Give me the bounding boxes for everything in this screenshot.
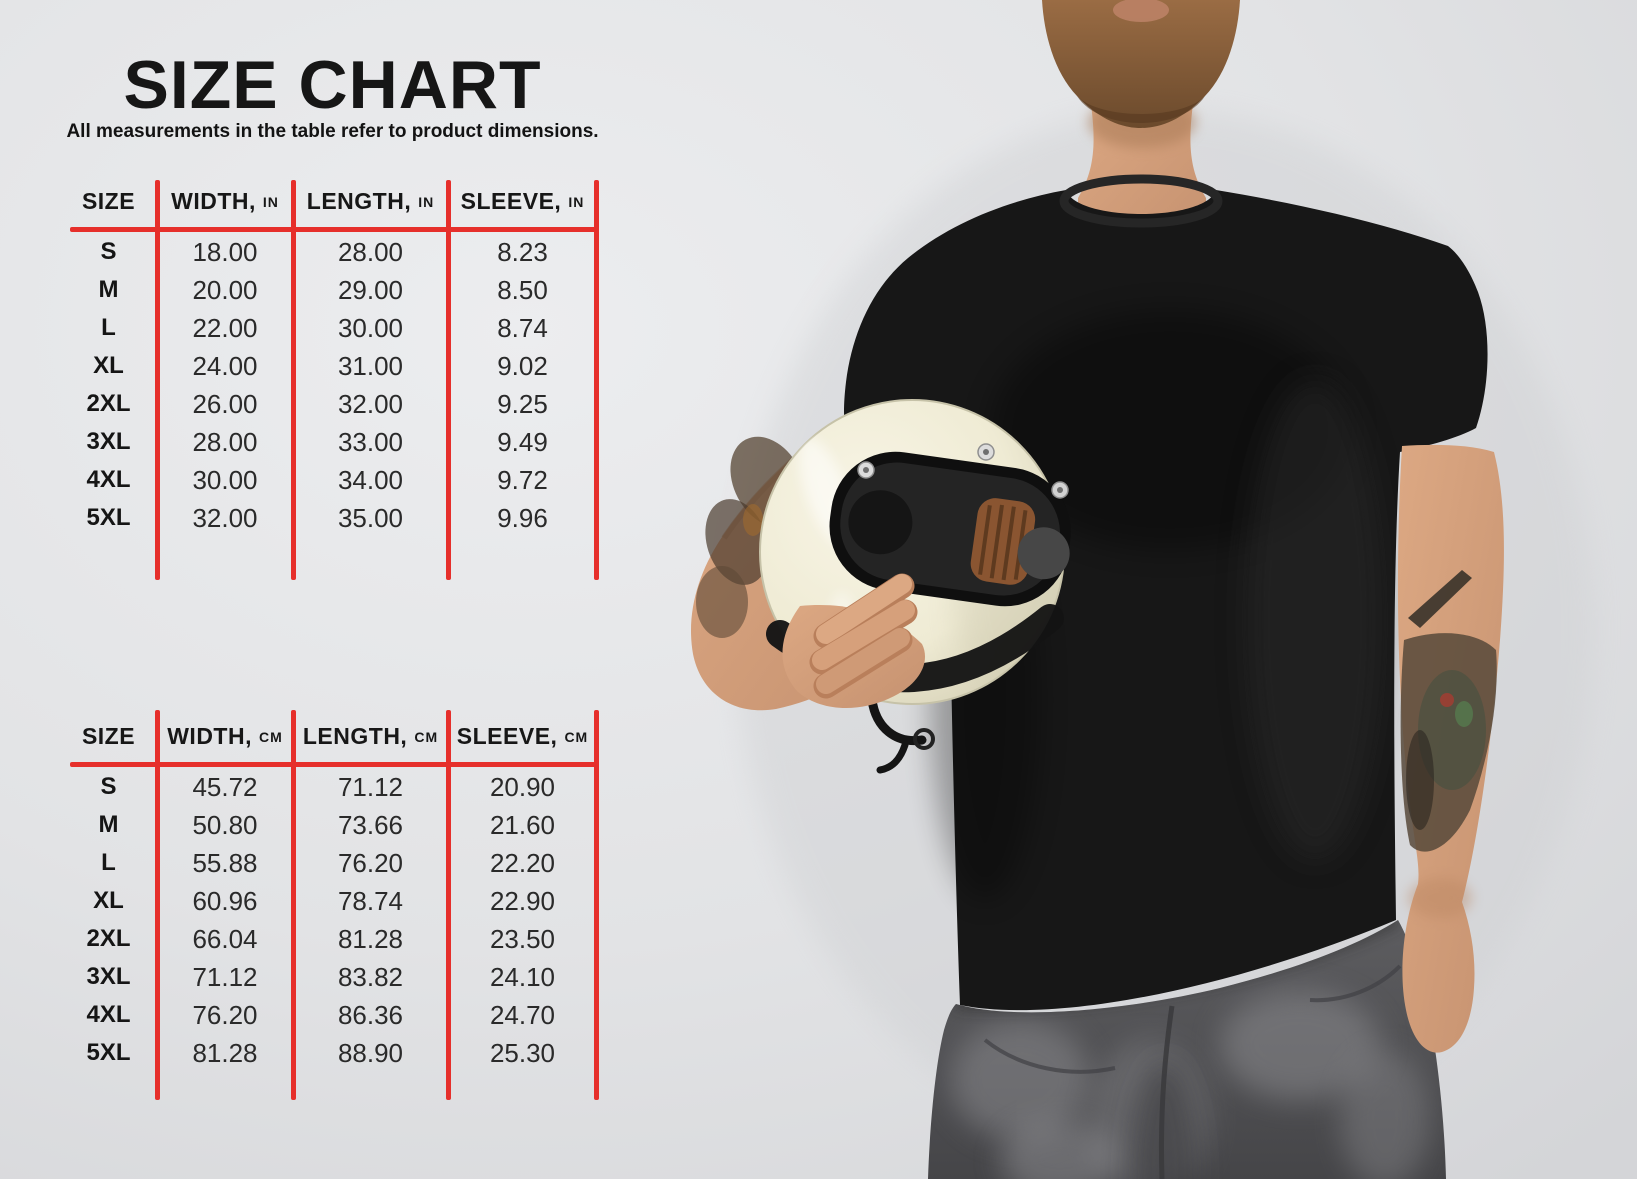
size-label: 5XL [86, 1039, 131, 1066]
size-label: 2XL [86, 390, 131, 417]
column-header-sleeve: SLEEVE, CM [456, 723, 589, 749]
width-value: 30.00 [192, 464, 258, 495]
size-label: L [101, 849, 116, 876]
width-value: 32.00 [192, 502, 258, 533]
sleeve-value: 9.49 [497, 426, 548, 457]
left-arm [1397, 444, 1504, 1053]
jeans [928, 920, 1446, 1179]
table-grid-line [291, 710, 296, 1100]
column-header-size: SIZE [81, 723, 136, 749]
table-grid-line [446, 710, 451, 1100]
size-label: 2XL [86, 925, 131, 952]
sleeve-value: 22.90 [489, 885, 556, 916]
table-grid-line [446, 180, 451, 580]
table-grid-line [155, 180, 160, 580]
length-value: 81.28 [337, 923, 404, 954]
size-label: 4XL [86, 1001, 131, 1028]
width-value: 24.00 [192, 350, 258, 381]
length-value: 88.90 [337, 1037, 404, 1068]
left-forearm-tattoo [1400, 570, 1497, 852]
table-grid-line [155, 710, 160, 1100]
length-value: 73.66 [337, 809, 404, 840]
width-value: 22.00 [192, 312, 258, 343]
column-header-length: LENGTH, IN [306, 188, 435, 214]
sleeve-value: 24.10 [489, 961, 556, 992]
table-grid-line [70, 762, 596, 767]
dagger-tattoo [1408, 570, 1472, 628]
length-value: 33.00 [337, 426, 404, 457]
width-value: 81.28 [192, 1037, 258, 1068]
sleeve-value: 8.50 [497, 274, 548, 305]
sleeve-value: 9.72 [497, 464, 548, 495]
page-subtitle: All measurements in the table refer to p… [66, 121, 599, 142]
size-label: S [100, 238, 117, 265]
width-value: 45.72 [192, 771, 258, 802]
width-value: 20.00 [192, 274, 258, 305]
sleeve-value: 9.02 [497, 350, 548, 381]
width-value: 28.00 [192, 426, 258, 457]
table-grid-line [594, 710, 599, 1100]
sleeve-value: 8.23 [497, 236, 548, 267]
length-value: 78.74 [337, 885, 404, 916]
width-value: 76.20 [192, 999, 258, 1030]
length-value: 86.36 [337, 999, 404, 1030]
helmet-strap [867, 695, 935, 774]
length-value: 83.82 [337, 961, 404, 992]
width-value: 71.12 [192, 961, 258, 992]
width-value: 55.88 [192, 847, 258, 878]
sleeve-value: 23.50 [489, 923, 556, 954]
size-label: 5XL [86, 504, 131, 531]
length-value: 28.00 [337, 236, 404, 267]
helmet-rivets [857, 443, 1069, 499]
size-label: S [100, 773, 117, 800]
length-value: 31.00 [337, 350, 404, 381]
table-grid-line [594, 180, 599, 580]
size-label: M [98, 811, 119, 838]
table-grid-line [291, 180, 296, 580]
width-value: 26.00 [192, 388, 258, 419]
size-label: XL [93, 352, 124, 379]
page-title: SIZE CHART [123, 47, 542, 123]
sleeve-value: 9.96 [497, 502, 548, 533]
sleeve-value: 22.20 [489, 847, 556, 878]
column-header-length: LENGTH, CM [302, 723, 439, 749]
size-label: 3XL [86, 428, 131, 455]
width-value: 50.80 [192, 809, 258, 840]
width-value: 18.00 [192, 236, 258, 267]
column-header-width: WIDTH, CM [167, 723, 283, 749]
length-value: 32.00 [337, 388, 404, 419]
sleeve-value: 24.70 [489, 999, 556, 1030]
black-tshirt [844, 174, 1488, 1011]
lips [1113, 0, 1169, 22]
width-value: 60.96 [192, 885, 258, 916]
sleeve-value: 8.74 [497, 312, 548, 343]
size-label: 4XL [86, 466, 131, 493]
length-value: 71.12 [337, 771, 404, 802]
length-value: 76.20 [337, 847, 404, 878]
size-label: XL [93, 887, 124, 914]
length-value: 34.00 [337, 464, 404, 495]
length-value: 35.00 [337, 502, 404, 533]
column-header-size: SIZE [81, 188, 136, 214]
size-label: 3XL [86, 963, 131, 990]
sleeve-value: 21.60 [489, 809, 556, 840]
width-value: 66.04 [192, 923, 258, 954]
sleeve-value: 25.30 [489, 1037, 556, 1068]
table-grid-line [70, 227, 596, 232]
length-value: 30.00 [337, 312, 404, 343]
size-label: M [98, 276, 119, 303]
tshirt-collar [1059, 174, 1223, 228]
length-value: 29.00 [337, 274, 404, 305]
column-header-width: WIDTH, IN [171, 188, 279, 214]
helmet-visor-opening [829, 451, 1071, 607]
hand-gripping-helmet [782, 573, 925, 708]
size-label: L [101, 314, 116, 341]
sleeve-value: 20.90 [489, 771, 556, 802]
column-header-sleeve: SLEEVE, IN [460, 188, 585, 214]
beard [1042, 0, 1240, 128]
sleeve-value: 9.25 [497, 388, 548, 419]
